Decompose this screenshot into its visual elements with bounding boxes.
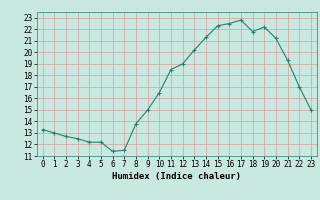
X-axis label: Humidex (Indice chaleur): Humidex (Indice chaleur) [112,172,241,181]
